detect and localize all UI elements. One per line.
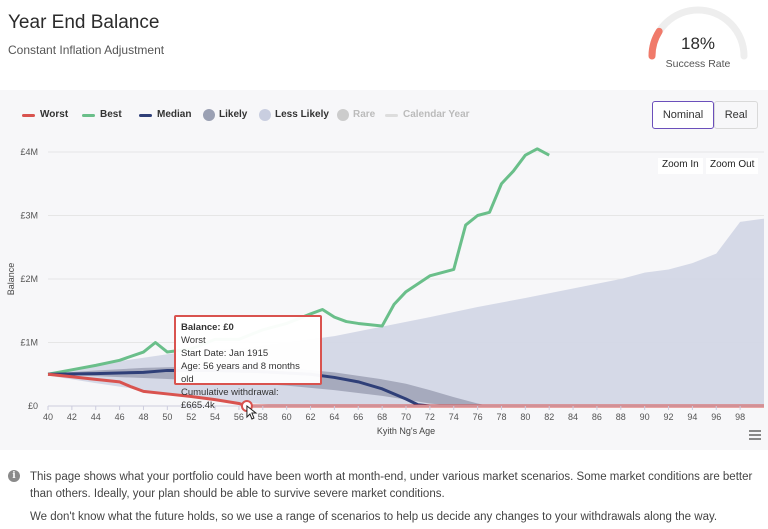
success-rate-gauge: 18% Success Rate bbox=[636, 4, 760, 78]
info-icon: i bbox=[8, 470, 20, 482]
x-tick-label: 78 bbox=[496, 412, 506, 422]
x-tick-label: 60 bbox=[282, 412, 292, 422]
series-line-median bbox=[47, 368, 764, 408]
legend-label: Less Likely bbox=[275, 109, 329, 120]
x-tick-label: 66 bbox=[353, 412, 363, 422]
nominal-toggle-button[interactable]: Nominal bbox=[652, 101, 714, 129]
success-rate-label: Success Rate bbox=[665, 58, 731, 70]
legend-swatch bbox=[337, 109, 349, 121]
zoom-out-button[interactable]: Zoom Out bbox=[706, 158, 759, 174]
x-tick-label: 98 bbox=[735, 412, 745, 422]
y-tick-label: £3M bbox=[20, 211, 38, 221]
legend-swatch bbox=[203, 109, 215, 121]
legend-swatch bbox=[82, 114, 95, 117]
x-tick-label: 94 bbox=[687, 412, 697, 422]
chart-panel: £0 £1M £2M £3M £4M 40 42 44 46 48 50 52 54 56 58 60 62 64… bbox=[0, 90, 768, 450]
y-tick-label: £4M bbox=[20, 147, 38, 157]
success-rate-value: 18% bbox=[680, 34, 716, 53]
balance-chart: £0 £1M £2M £3M £4M 40 42 44 46 48 50 52 54 56 58 60 62 64… bbox=[6, 147, 764, 436]
chart-tooltip: Balance: £0 Worst Start Date: Jan 1915 A… bbox=[174, 315, 322, 411]
x-tick-label: 62 bbox=[306, 412, 316, 422]
band-likely bbox=[48, 366, 490, 406]
x-tick-label: 68 bbox=[377, 412, 387, 422]
legend-swatch bbox=[385, 114, 398, 117]
x-tick-label: 48 bbox=[138, 412, 148, 422]
x-tick-label: 52 bbox=[186, 412, 196, 422]
x-tick-label: 74 bbox=[449, 412, 459, 422]
legend-swatch bbox=[139, 114, 152, 117]
tooltip-withdrawal: Cumulative withdrawal: £665.4k bbox=[181, 387, 279, 411]
legend-label: Best bbox=[100, 109, 122, 120]
tooltip-title: Balance: £0 bbox=[181, 322, 234, 333]
info-footer: i This page shows what your portfolio co… bbox=[0, 450, 768, 529]
series-line-worst bbox=[47, 372, 764, 408]
page-subtitle: Constant Inflation Adjustment bbox=[8, 43, 165, 57]
x-tick-label: 86 bbox=[592, 412, 602, 422]
mouse-cursor-icon bbox=[246, 404, 258, 420]
tooltip-series: Worst bbox=[181, 335, 206, 346]
legend-swatch bbox=[22, 114, 35, 117]
series-line-best bbox=[47, 147, 550, 376]
x-tick-label: 92 bbox=[664, 412, 674, 422]
x-tick-label: 64 bbox=[329, 412, 339, 422]
legend-label: Worst bbox=[40, 109, 69, 120]
x-tick-label: 50 bbox=[162, 412, 172, 422]
page-header: Year End Balance Constant Inflation Adju… bbox=[0, 0, 768, 90]
x-tick-label: 58 bbox=[258, 412, 268, 422]
x-tick-label: 42 bbox=[67, 412, 77, 422]
x-tick-label: 82 bbox=[544, 412, 554, 422]
zoom-in-button[interactable]: Zoom In bbox=[658, 158, 703, 174]
legend-label: Calendar Year bbox=[403, 109, 470, 120]
legend-label: Likely bbox=[219, 109, 248, 120]
y-tick-label: £1M bbox=[20, 338, 38, 348]
legend-label: Rare bbox=[353, 109, 376, 120]
x-tick-label: 90 bbox=[640, 412, 650, 422]
real-toggle-button[interactable]: Real bbox=[714, 101, 758, 129]
x-tick-label: 40 bbox=[43, 412, 53, 422]
x-tick-label: 70 bbox=[401, 412, 411, 422]
legend-label: Median bbox=[157, 109, 192, 120]
x-tick-label: 44 bbox=[91, 412, 101, 422]
chart-menu-icon[interactable] bbox=[749, 430, 761, 440]
x-tick-label: 56 bbox=[234, 412, 244, 422]
x-tick-label: 54 bbox=[210, 412, 220, 422]
x-tick-label: 72 bbox=[425, 412, 435, 422]
x-tick-label: 76 bbox=[473, 412, 483, 422]
gauge-arc bbox=[648, 6, 748, 60]
tooltip-age: Age: 56 years and 8 months old bbox=[181, 361, 300, 385]
legend-swatch bbox=[259, 109, 271, 121]
x-tick-label: 88 bbox=[616, 412, 626, 422]
info-text-secondary: We don't know what the future holds, so … bbox=[30, 511, 718, 523]
tooltip-start-date: Start Date: Jan 1915 bbox=[181, 348, 269, 359]
y-axis-title: Balance bbox=[6, 263, 16, 296]
page-title: Year End Balance bbox=[8, 12, 160, 33]
x-tick-label: 96 bbox=[711, 412, 721, 422]
x-tick-label: 84 bbox=[568, 412, 578, 422]
x-tick-label: 46 bbox=[115, 412, 125, 422]
x-tick-label: 80 bbox=[520, 412, 530, 422]
y-tick-label: £0 bbox=[28, 401, 38, 411]
y-tick-label: £2M bbox=[20, 274, 38, 284]
info-text-primary: This page shows what your portfolio coul… bbox=[30, 471, 753, 500]
x-axis-title: Kyith Ng's Age bbox=[377, 426, 435, 436]
